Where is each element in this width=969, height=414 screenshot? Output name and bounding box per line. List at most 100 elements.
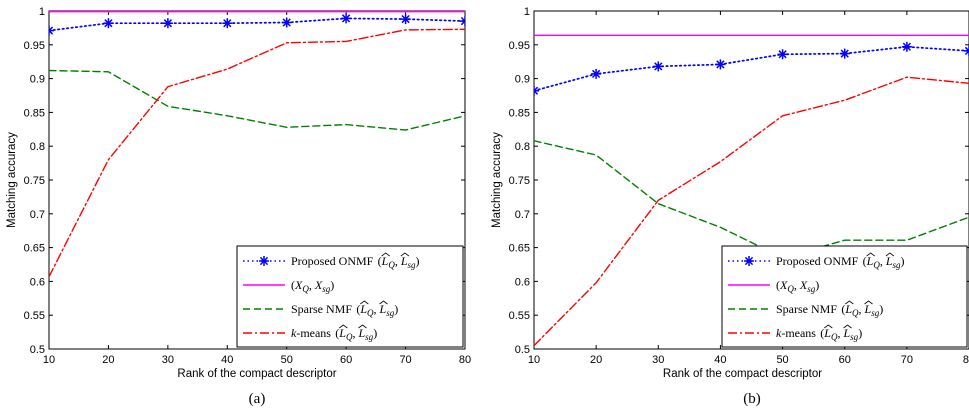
marker-stroke: [964, 46, 969, 52]
subscript: sg: [807, 284, 816, 294]
marker-stroke: [223, 19, 232, 28]
series-line-0: [534, 45, 969, 92]
paren: (: [776, 278, 780, 292]
series-line-2: [49, 69, 465, 131]
subscript: Q: [346, 332, 353, 342]
comma: ,: [352, 326, 358, 340]
y-tick-label: 1: [524, 6, 530, 18]
legend-math: (LQ, Lsg): [356, 302, 398, 318]
hat-accent: [400, 252, 410, 257]
subscript: Q: [367, 308, 374, 318]
paren: (: [335, 326, 339, 340]
y-tick-label: 0.6: [30, 276, 45, 288]
legend-k: k: [291, 326, 297, 340]
paren: (: [863, 254, 867, 268]
subscript: sg: [365, 332, 374, 342]
legend-box: [721, 245, 968, 348]
symbol: L: [379, 302, 387, 316]
hat-accent: [360, 300, 369, 305]
comma: ,: [395, 254, 401, 268]
paren: (: [841, 302, 845, 316]
x-axis-label: Rank of the compact descriptor: [663, 368, 822, 380]
symbol: L: [885, 254, 893, 268]
chart-panel-b: 10 20 30 40 50 60 70 80 0.5 0.55 0.6 0.65 0.7 0.75 0.8…: [491, 6, 969, 407]
symbol: L: [400, 254, 408, 268]
series-line-3: [534, 76, 969, 347]
y-tick-label: 0.8: [515, 141, 530, 153]
marker-stroke: [259, 256, 269, 266]
series-line-3: [49, 28, 465, 278]
legend-label: k-means: [291, 326, 331, 340]
legend-marker: [259, 256, 269, 266]
y-tick-label: 0.9: [515, 74, 530, 86]
data-point-marker: [341, 13, 352, 24]
marker-stroke: [49, 29, 54, 35]
paren: ): [879, 302, 883, 316]
legend-label: Sparse NMF: [776, 302, 837, 316]
y-axis-label: Matching accuracy: [491, 132, 503, 228]
comma: ,: [309, 278, 315, 292]
data-point-marker: [460, 16, 465, 27]
hat-accent: [864, 300, 873, 305]
symbol: L: [842, 326, 850, 340]
legend-label: Sparse NMF: [291, 302, 352, 316]
marker-stroke: [964, 49, 969, 56]
data-point-marker: [49, 25, 54, 36]
legend-math: (LQ, Lsg): [820, 326, 862, 342]
legend: Proposed ONMF (LQ, Lsg)(XQ, Xsg)Sparse NM…: [236, 245, 464, 348]
legend-math: (LQ, Lsg): [335, 326, 377, 342]
legend-math: (LQ, Lsg): [378, 254, 420, 270]
hat-accent: [824, 324, 833, 329]
symbol: X: [779, 278, 788, 292]
data-point-marker: [777, 49, 788, 60]
panel-caption: (b): [743, 391, 761, 407]
y-tick-label: 0.75: [509, 175, 530, 187]
data-point-marker: [281, 17, 292, 28]
comma: ,: [880, 254, 886, 268]
data-point-marker: [162, 18, 173, 29]
x-tick-label: 60: [839, 354, 851, 366]
paren: ): [815, 278, 819, 292]
y-tick-label: 0.9: [30, 74, 45, 86]
paren: (: [356, 302, 360, 316]
y-tick-label: 0.55: [24, 310, 45, 322]
subscript: sg: [386, 308, 395, 318]
legend-math: (LQ, Lsg): [863, 254, 905, 270]
paren: ): [330, 278, 334, 292]
subscript: sg: [893, 260, 902, 270]
subscript: sg: [850, 332, 859, 342]
paren: ): [901, 254, 905, 268]
hat-accent: [379, 300, 388, 305]
x-tick-label: 40: [714, 354, 726, 366]
data-point-marker: [103, 18, 114, 29]
marker-stroke: [716, 60, 725, 69]
subscript: sg: [871, 308, 880, 318]
legend-box: [236, 245, 464, 348]
y-axis-label: Matching accuracy: [6, 132, 18, 228]
hat-accent: [358, 324, 367, 329]
subscript: Q: [787, 284, 794, 294]
x-tick-label: 10: [528, 354, 540, 366]
y-tick-label: 0.65: [24, 243, 45, 255]
subscript: Q: [302, 284, 309, 294]
legend-label: Proposed ONMF: [291, 254, 374, 268]
paren: ): [373, 326, 377, 340]
x-tick-label: 40: [221, 354, 233, 366]
marker-stroke: [460, 20, 465, 26]
y-tick-label: 0.95: [24, 40, 45, 52]
data-point-marker: [534, 85, 539, 96]
symbol: L: [338, 326, 346, 340]
data-point-marker: [964, 45, 969, 56]
hat-accent: [339, 324, 348, 329]
legend-marker: [744, 256, 754, 266]
marker-stroke: [744, 256, 754, 266]
symbol: X: [799, 278, 808, 292]
y-tick-label: 0.75: [24, 175, 45, 187]
legend: Proposed ONMF (LQ, Lsg)(XQ, Xsg)Sparse NM…: [721, 245, 968, 348]
comma: ,: [794, 278, 800, 292]
legend-math: (LQ, Lsg): [841, 302, 883, 318]
legend-label: Proposed ONMF: [776, 254, 859, 268]
subscript: Q: [852, 308, 859, 318]
paren: (: [378, 254, 382, 268]
paren: ): [858, 326, 862, 340]
